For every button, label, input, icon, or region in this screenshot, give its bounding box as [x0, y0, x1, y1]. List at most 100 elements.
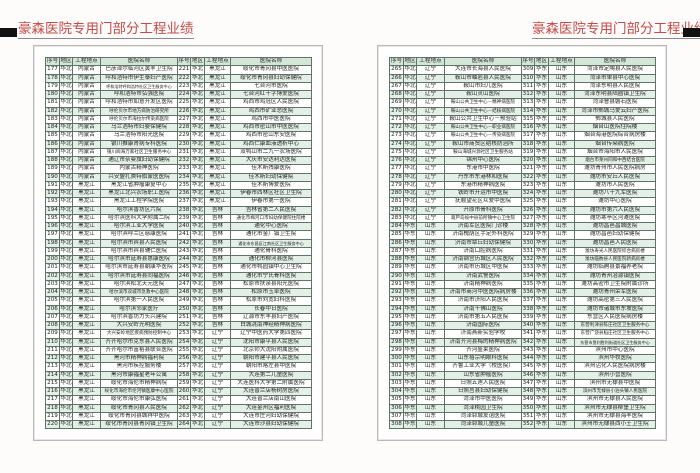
cell-hospital-name: 鸡西仁康血液透析中心 [230, 139, 312, 149]
cell-hospital-name: 滨州小营医院 [574, 370, 656, 380]
table-row: 307 华东 山东 菏泽郓城友谊医院 351 华东 山东 滨州市无棣县海丰医院 [389, 411, 656, 422]
cell-hospital-name: 潍坊临朐县人民医院新病房楼 [574, 254, 656, 265]
cell-hospital-name: 北京师大沈阳附属医院 [230, 345, 312, 356]
cell-hospital-name: 巴彦淖尔临河区黄羊卫生院 [100, 65, 178, 75]
column-header-region: 地区 [403, 56, 417, 67]
cell-site: 辽宁 [416, 73, 445, 83]
cell-hospital-name: 鄄城县人民医院 [574, 114, 656, 125]
cell-site: 山东 [416, 312, 445, 323]
cell-region: 华北 [59, 122, 73, 133]
cell-region: 华北 [403, 131, 417, 141]
cell-seq: 208 [45, 320, 60, 331]
table-row: 274 华北 辽宁 鞍山市商贸区结核防治所 318 华东 山东 烟台传染病医院 [389, 139, 656, 149]
cell-hospital-name: 鞍山海城兴源社区卫生服务站 [444, 147, 522, 158]
cell-site: 山东 [548, 304, 575, 314]
cell-hospital-name: 哈尔滨市延寿县朝康华医院 [100, 263, 178, 273]
cell-region: 华北 [190, 419, 205, 430]
cell-site: 山东 [548, 73, 575, 83]
cell-hospital-name: 烟台传染病医院 [574, 139, 656, 149]
cell-hospital-name: 济南市商河中医医院病房楼 [444, 287, 522, 298]
cell-hospital-name: 菏泽东明县人民医院 [574, 81, 656, 92]
cell-region: 华东 [534, 304, 549, 314]
cell-hospital-name: 呼伦贝尔市地方病防治研究所 [100, 106, 178, 116]
cell-seq: 316 [521, 122, 535, 133]
cell-region: 华北 [59, 287, 73, 298]
table-row: 214 华北 黑龙江 黑河市康福星老年公寓 258 华北 辽宁 大连第二儿童医院 [45, 370, 312, 380]
cell-site: 山东 [416, 279, 445, 290]
cell-seq: 277 [389, 164, 404, 174]
cell-site: 辽宁 [416, 197, 445, 207]
cell-site: 辽宁 [204, 362, 231, 372]
cell-hospital-name: 大连市长海县人民医院 [444, 65, 522, 75]
cell-hospital-name: 大庆市安达利达医院 [230, 155, 312, 166]
cell-hospital-name: 鞍山灵山医院 [444, 89, 522, 100]
cell-hospital-name: 潍坊市人民医院 [574, 180, 656, 191]
cell-site: 内蒙古 [72, 131, 101, 141]
cell-hospital-name: 菏泽曹县磐石医院 [574, 98, 656, 108]
cell-region: 华东 [403, 378, 417, 389]
cell-seq: 216 [45, 386, 60, 397]
cell-seq: 181 [45, 98, 60, 108]
cell-hospital-name: 烟台海港医院综合病房楼 [574, 131, 656, 141]
cell-site: 山东 [416, 386, 445, 397]
cell-site: 辽宁 [204, 337, 231, 347]
cell-site: 山东 [548, 81, 575, 92]
cell-site: 山东 [548, 65, 575, 75]
cell-site: 吉林 [204, 205, 231, 215]
cell-site: 山东 [416, 287, 445, 298]
cell-hospital-name: 抚顺望花区众爱中医院 [444, 197, 522, 207]
cell-region: 华北 [190, 263, 205, 273]
cell-region: 华北 [190, 395, 205, 405]
cell-hospital-name: 银川阅海万家社区卫生服务中心 [100, 147, 178, 158]
cell-site: 山东 [548, 419, 575, 430]
cell-hospital-name: 通化骨科医院 [230, 246, 312, 257]
table-row: 290 华东 山东 济南武警医院 334 华东 山东 潍坊青州冶源镇医院 [389, 271, 656, 281]
table-row: 295 华东 山东 济南市第五人民医院 339 华东 山东 东营区人民医院病房楼 [389, 312, 656, 323]
cell-seq: 336 [521, 287, 535, 298]
cell-hospital-name: 烟台市莱州同和中西结合医院 [574, 155, 656, 166]
cell-hospital-name: 沈阳市康平县人民医院 [230, 337, 312, 347]
cell-site: 辽宁 [416, 205, 445, 215]
cell-hospital-name: 呼和浩特市如意开发区医院 [100, 98, 178, 108]
table-row: 220 华北 黑龙江 绥化市青冈县青冈镇卫生院 264 华北 辽宁 大连市沙县妇幼保健院 [45, 419, 312, 430]
cell-region: 华北 [190, 386, 205, 397]
cell-region: 华北 [190, 304, 205, 314]
cell-hospital-name: 齐鲁工业大学（校医院） [444, 362, 522, 372]
cell-region: 华北 [59, 139, 73, 149]
cell-seq: 285 [389, 230, 404, 240]
cell-site: 内蒙古 [72, 81, 101, 92]
cell-region: 华北 [59, 395, 73, 405]
cell-region: 华北 [190, 320, 205, 331]
cell-hospital-name: 白城洮南神经精神病医院 [230, 320, 312, 331]
cell-seq: 324 [521, 188, 535, 199]
cell-hospital-name: 东营市垦利胜利街道社区卫生服务中心 [574, 337, 656, 347]
cell-seq: 351 [521, 411, 535, 422]
table-row: 268 华北 辽宁 鞍山灵山医院 312 华东 山东 菏泽东明县陆圈镇卫生院 [389, 89, 656, 100]
cell-hospital-name: 哈尔滨市双城市急救中心医院 [100, 287, 178, 298]
cell-seq: 262 [177, 403, 191, 413]
cell-hospital-name: 丹东市东港林和医院 [444, 172, 522, 182]
cell-region: 华北 [59, 312, 73, 323]
column-header-seq: 序号 [45, 56, 60, 67]
cell-seq: 284 [389, 221, 404, 232]
cell-seq: 190 [45, 172, 60, 182]
cell-site: 吉林 [204, 271, 231, 281]
table-row: 287 华东 山东 济南口腔病医院 331 华东 山东 潍坊寿光人民医院综合病房楼 [389, 246, 656, 257]
cell-seq: 328 [521, 221, 535, 232]
cell-region: 华北 [403, 65, 417, 75]
cell-site: 辽宁 [416, 65, 445, 75]
cell-site: 黑龙江 [72, 353, 101, 364]
title-bar-decoration [683, 28, 700, 37]
table-row: 266 华北 辽宁 鞍山市岫岩县人民医院 310 华东 山东 菏泽市单县中心医院 [389, 73, 656, 83]
cell-site: 山东 [416, 362, 445, 372]
table-row: 213 华北 黑龙江 黑河市疾控服务楼 257 华北 辽宁 朝阳市喀左县中医院 [45, 362, 312, 372]
cell-seq: 201 [45, 263, 60, 273]
cell-seq: 179 [45, 81, 60, 92]
cell-site: 辽宁 [416, 188, 445, 199]
cell-region: 华东 [403, 362, 417, 372]
cell-region: 华北 [190, 180, 205, 191]
cell-site: 辽宁 [204, 345, 231, 356]
cell-site: 黑龙江 [204, 89, 231, 100]
cell-region: 华北 [190, 122, 205, 133]
cell-site: 黑龙江 [204, 164, 231, 174]
